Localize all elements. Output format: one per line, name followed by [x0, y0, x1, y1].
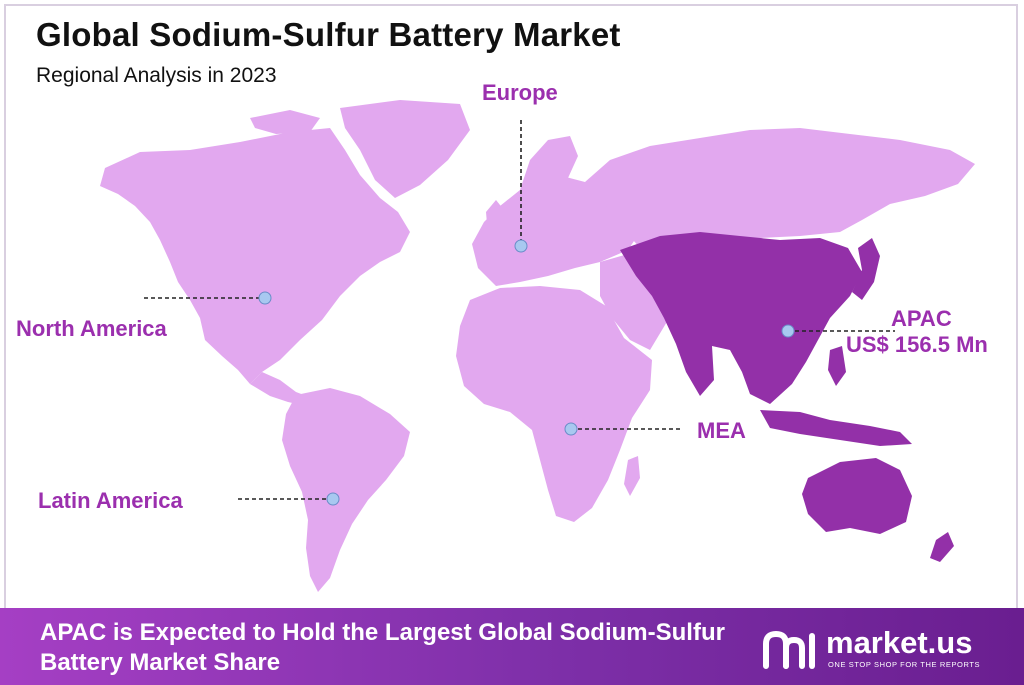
footer-text: APAC is Expected to Hold the Largest Glo…: [40, 619, 725, 676]
europe-marker: [514, 239, 528, 253]
philippines-landmass: [828, 346, 846, 386]
apac-marker: [781, 324, 795, 338]
page-title: Global Sodium-Sulfur Battery Market: [36, 16, 621, 53]
japan-landmass: [852, 238, 880, 300]
page-subtitle: Regional Analysis in 2023: [36, 64, 277, 87]
africa-landmass: [456, 286, 652, 522]
uk-landmass: [486, 200, 504, 236]
logo-tagline: ONE STOP SHOP FOR THE REPORTS: [828, 660, 981, 669]
north-america-landmass: [100, 128, 410, 384]
mea-label: MEA: [697, 418, 746, 443]
russia-landmass: [585, 128, 975, 248]
arctic-islands: [250, 110, 320, 134]
latin-america-marker: [326, 492, 340, 506]
apac-asia-landmass: [620, 232, 862, 404]
south-america-landmass: [282, 388, 410, 592]
north-america-label: North America: [16, 316, 167, 341]
market-us-logo: market.us ONE STOP SHOP FOR THE REPORTS: [762, 626, 1002, 672]
logo-mark-icon: [763, 630, 815, 669]
new-zealand-landmass: [930, 532, 954, 562]
north-america-marker: [258, 291, 272, 305]
mea-marker: [564, 422, 578, 436]
apac-label: APAC: [891, 306, 952, 331]
apac-value: US$ 156.5 Mn: [846, 332, 988, 357]
footer-banner: APAC is Expected to Hold the Largest Glo…: [0, 608, 1024, 685]
indonesia-landmass: [760, 410, 912, 446]
logo-name: market.us: [826, 625, 973, 660]
europe-landmass: [472, 176, 640, 286]
scandinavia-landmass: [520, 136, 578, 190]
australia-landmass: [802, 458, 912, 534]
latin-america-label: Latin America: [38, 488, 183, 513]
world-map: [100, 100, 975, 592]
europe-label: Europe: [482, 80, 558, 105]
madagascar-landmass: [624, 456, 640, 496]
greenland-landmass: [340, 100, 470, 198]
